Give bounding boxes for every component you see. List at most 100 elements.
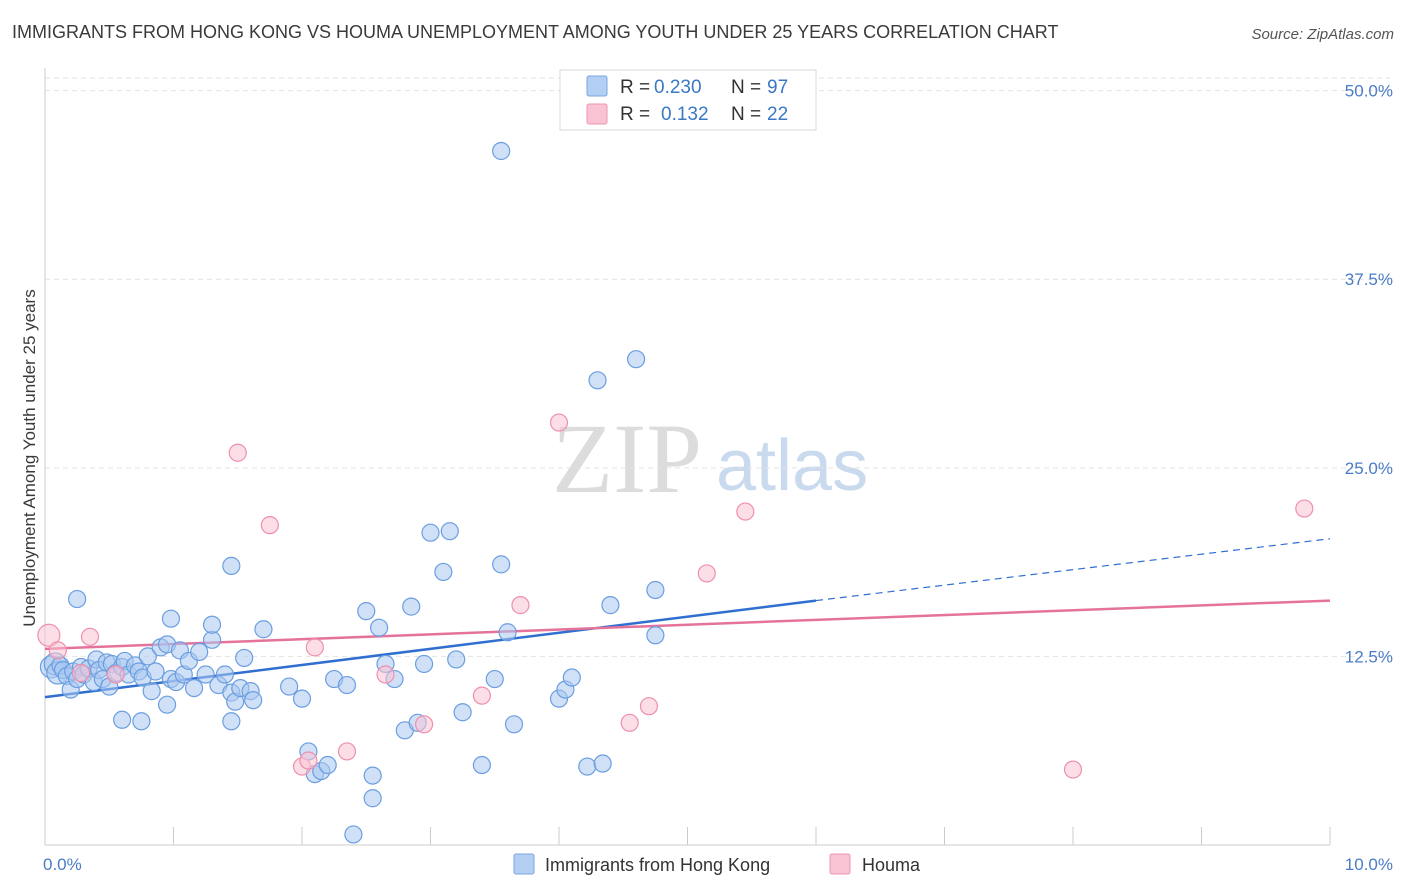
legend-r-label-2: R =: [620, 104, 650, 125]
x-tick-label-1: 10.0%: [1345, 855, 1393, 874]
watermark-zip: ZIP: [552, 403, 702, 514]
hong-kong-point: [562, 668, 581, 687]
legend-n-label-2: N =: [731, 104, 761, 125]
x-tick-label-0: 0.0%: [43, 855, 82, 874]
legend-swatch-houma: [586, 103, 608, 125]
hong-kong-point: [161, 609, 181, 628]
houma-trend-line: [44, 599, 1331, 651]
houma-point: [511, 596, 530, 615]
hong-kong-point: [601, 596, 620, 615]
hong-kong-point: [254, 620, 273, 639]
hong-kong-point: [402, 597, 421, 616]
y-axis-label: Unemployment Among Youth under 25 years: [20, 289, 39, 626]
houma-point: [305, 638, 324, 657]
hong-kong-point: [202, 615, 222, 634]
hong-kong-point: [646, 626, 665, 645]
hong-kong-point: [492, 555, 511, 574]
hong-kong-point: [593, 754, 612, 773]
tick-labels: 12.5% 25.0% 37.5% 50.0% 0.0% 10.0%: [43, 82, 1393, 874]
hong-kong-point: [434, 562, 453, 582]
legend-swatch-hong-kong: [586, 75, 608, 97]
hong-kong-point: [244, 691, 263, 710]
hong-kong-point: [578, 757, 597, 776]
hong-kong-point: [440, 522, 459, 541]
hong-kong-trend-extension: [815, 538, 1331, 602]
houma-point: [80, 627, 100, 646]
houma-point: [472, 686, 491, 705]
hong-kong-point: [202, 630, 222, 649]
legend-n-value-2: 22: [767, 104, 788, 125]
hong-kong-point: [132, 712, 151, 731]
hong-kong-point: [492, 141, 511, 161]
hong-kong-point: [184, 678, 204, 698]
houma-point: [697, 564, 716, 583]
houma-point: [228, 443, 247, 462]
hong-kong-point: [504, 715, 524, 734]
chart-source: Source: ZipAtlas.com: [1251, 26, 1394, 43]
hong-kong-point: [222, 712, 241, 731]
hong-kong-point: [646, 580, 665, 600]
hong-kong-point: [235, 648, 254, 668]
top-legend-row-1: R = 0.230 N = 97: [586, 75, 788, 98]
hong-kong-point: [588, 371, 607, 390]
gridlines: [45, 77, 1390, 657]
houma-point: [37, 623, 61, 647]
bottom-legend-label-houma: Houma: [862, 855, 921, 875]
chart-title: IMMIGRANTS FROM HONG KONG VS HOUMA UNEMP…: [12, 22, 1058, 42]
hong-kong-point: [485, 669, 504, 689]
hong-kong-point: [498, 623, 517, 642]
hong-kong-point: [215, 665, 234, 684]
hong-kong-point: [142, 682, 161, 701]
hong-kong-point: [344, 825, 363, 844]
bottom-legend-swatch-houma: [829, 853, 851, 875]
legend-n-value-1: 97: [767, 77, 788, 98]
houma-point: [736, 502, 755, 521]
hong-kong-point: [357, 602, 376, 621]
hong-kong-point: [472, 755, 491, 775]
bottom-legend: Immigrants from Hong Kong Houma: [513, 853, 921, 875]
hong-kong-point: [453, 703, 472, 722]
houma-point: [549, 413, 569, 432]
top-legend-row-2: R = 0.132 N = 22: [586, 103, 788, 125]
hong-kong-point: [337, 675, 357, 695]
hong-kong-point: [157, 695, 177, 714]
houma-point: [1295, 499, 1314, 518]
houma-point: [376, 665, 395, 684]
hong-kong-point: [292, 689, 312, 708]
hong-kong-point: [68, 589, 87, 609]
houma-point: [337, 742, 357, 761]
hong-kong-point: [626, 350, 646, 369]
hong-kong-point: [196, 665, 215, 684]
houma-point: [299, 751, 318, 770]
hong-kong-point: [370, 618, 389, 637]
hong-kong-point: [222, 556, 241, 575]
bottom-legend-swatch-hong-kong: [513, 853, 535, 875]
hong-kong-point: [146, 662, 165, 681]
houma-point: [1063, 760, 1083, 779]
hong-kong-point: [421, 523, 440, 542]
houma-point: [71, 663, 91, 683]
hong-kong-point: [280, 677, 299, 696]
houma-point: [106, 665, 125, 684]
watermark-atlas: atlas: [716, 426, 868, 506]
legend-r-value-1: 0.230: [654, 77, 702, 98]
hong-kong-point: [363, 789, 382, 808]
houma-point: [639, 697, 659, 716]
axes: [44, 68, 1331, 846]
legend-r-value-2: 0.132: [661, 104, 709, 125]
legend-n-label-1: N =: [731, 77, 761, 98]
hong-kong-point: [414, 654, 434, 674]
y-tick-label-0: 12.5%: [1345, 647, 1393, 666]
y-tick-label-1: 25.0%: [1345, 459, 1393, 478]
hong-kong-point: [447, 650, 466, 669]
houma-point: [48, 641, 67, 660]
scatter-points: [37, 141, 1314, 844]
top-legend: R = 0.230 N = 97 R = 0.132 N = 22: [559, 69, 817, 131]
y-tick-label-3: 50.0%: [1345, 82, 1393, 101]
hong-kong-point: [190, 642, 209, 661]
hong-kong-point: [138, 647, 157, 666]
hong-kong-point: [318, 755, 337, 775]
hong-kong-point: [112, 710, 132, 729]
houma-point: [620, 713, 639, 732]
